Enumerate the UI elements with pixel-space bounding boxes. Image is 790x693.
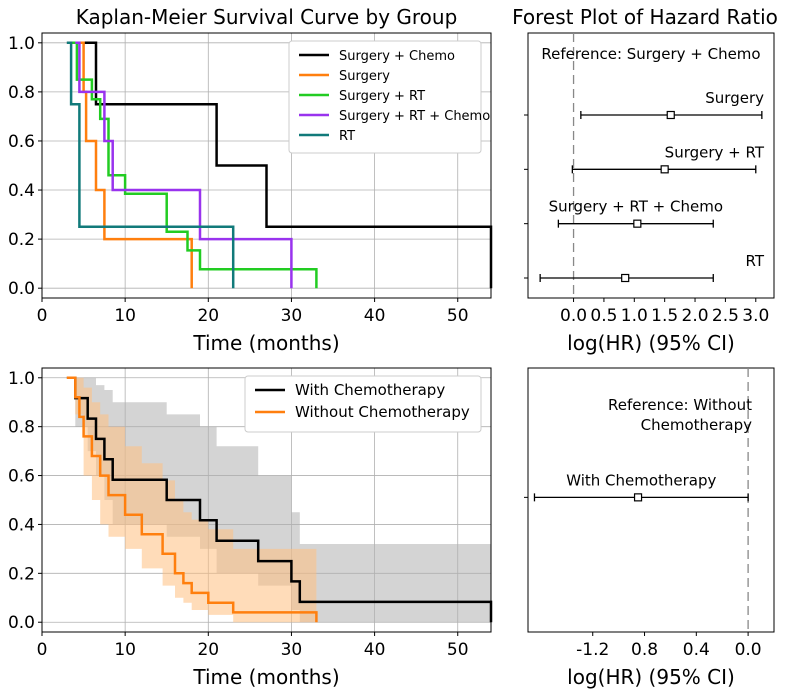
x-tick-label: 0.0: [560, 306, 587, 326]
x-axis-label: log(HR) (95% CI): [567, 331, 735, 355]
y-tick-label: 0.4: [8, 515, 35, 535]
x-tick-label: 0.5: [590, 306, 617, 326]
row-label: With Chemotherapy: [566, 471, 716, 489]
y-tick-label: 0.4: [8, 181, 35, 201]
chart-title: Forest Plot of Hazard Ratio: [512, 5, 778, 29]
survival-line-series-0: [66, 376, 493, 623]
forest-chart-forest_chemo: Reference: Without Chemotherapy With Chemo…: [524, 367, 775, 689]
y-tick-label: 1.0: [8, 34, 35, 54]
legend-box: [288, 40, 482, 154]
legend-box: [244, 375, 482, 433]
y-tick-label: 0.2: [8, 564, 35, 584]
reference-label: Reference: Without: [608, 396, 752, 414]
km-chart-km_chemo: 0 10 20 30 40 50 0.0 0.2 0.4 0.6 0.8 1.0 Time (month…: [8, 367, 493, 689]
x-tick-label: 1.5: [651, 306, 678, 326]
plot-frame: [527, 367, 775, 633]
row-label: RT: [746, 252, 765, 270]
x-tick-label: 0: [37, 306, 48, 326]
y-tick-label: 0.0: [8, 279, 35, 299]
legend-entry: RT: [339, 129, 355, 144]
x-tick-label: 40: [364, 640, 386, 660]
y-tick-label: 0.8: [8, 418, 35, 438]
x-tick-label: 30: [281, 306, 303, 326]
y-tick-label: 0.6: [8, 132, 35, 152]
y-tick-label: 0.6: [8, 467, 35, 487]
x-tick-label: 1.0: [621, 306, 648, 326]
estimate-marker: [666, 110, 675, 120]
row-label: Surgery + RT + Chemo: [549, 198, 723, 216]
km-chart-km_group: 0 10 20 30 40 50 0.0 0.2 0.4 0.6 0.8 1.0 Kaplan-Meie…: [8, 5, 493, 355]
x-tick-label: 50: [447, 640, 469, 660]
forest-chart-forest_group: Reference: Surgery + Chemo Surgery Surgery…: [512, 5, 778, 355]
x-tick-label: 3.0: [742, 306, 769, 326]
forest-row-3: RT: [524, 252, 765, 283]
forest-row-0: Surgery: [524, 89, 764, 120]
survival-line-series-4: [66, 41, 235, 289]
plot-frame: [41, 367, 492, 633]
ci-band-series-1: [66, 377, 317, 623]
survival-line-series-3: [75, 41, 293, 289]
x-tick-label: 50: [447, 306, 469, 326]
legend-entry: Surgery + RT: [339, 89, 425, 104]
x-tick-label: 2.5: [712, 306, 739, 326]
chart-title: Kaplan-Meier Survival Curve by Group: [76, 5, 458, 29]
x-tick-label: 20: [197, 640, 219, 660]
reference-label: Chemotherapy: [641, 416, 752, 434]
y-tick-label: 0.0: [8, 613, 35, 633]
x-tick-label: 0.0: [735, 640, 762, 660]
y-tick-label: 1.0: [8, 369, 35, 389]
survival-line-series-1: [75, 41, 193, 289]
estimate-marker: [633, 493, 643, 502]
x-axis-label: Time (months): [192, 331, 339, 355]
legend-entry: With Chemotherapy: [295, 381, 445, 399]
legend: With Chemotherapy Without Chemotherapy: [244, 375, 482, 433]
reference-label: Reference: Surgery + Chemo: [541, 45, 760, 63]
x-tick-label: 0: [37, 640, 48, 660]
x-axis-label: log(HR) (95% CI): [567, 665, 735, 689]
legend: Surgery + Chemo Surgery Surgery + RT Surger…: [288, 40, 490, 154]
survival-line-series-1: [66, 376, 318, 623]
x-tick-label: 30: [281, 640, 303, 660]
y-tick-label: 0.8: [8, 83, 35, 103]
x-tick-label: 0.4: [683, 640, 710, 660]
survival-line-series-0: [66, 41, 493, 289]
estimate-marker: [660, 165, 669, 174]
forest-row-0: With Chemotherapy: [524, 471, 749, 502]
plot-frame: [41, 32, 492, 299]
x-tick-label: -1.2: [576, 640, 609, 660]
ci-band-series-0: [66, 377, 492, 623]
x-tick-label: 40: [364, 306, 386, 326]
estimate-marker: [621, 273, 630, 283]
y-tick-label: 0.2: [8, 230, 35, 250]
x-tick-label: 10: [114, 306, 136, 326]
survival-line-series-2: [71, 41, 318, 289]
legend-entry: Surgery: [339, 69, 390, 84]
estimate-marker: [633, 219, 642, 228]
x-tick-label: 20: [197, 306, 219, 326]
row-label: Surgery: [705, 89, 764, 107]
forest-row-1: Surgery + RT: [524, 143, 765, 174]
legend-entry: Without Chemotherapy: [295, 403, 470, 421]
plot-frame: [527, 32, 775, 299]
forest-row-2: Surgery + RT + Chemo: [524, 198, 723, 228]
x-tick-label: 2.0: [682, 306, 709, 326]
legend-entry: Surgery + RT + Chemo: [339, 109, 490, 124]
legend-entry: Surgery + Chemo: [339, 49, 455, 64]
row-label: Surgery + RT: [665, 143, 765, 161]
x-tick-label: 10: [114, 640, 136, 660]
x-axis-label: Time (months): [192, 665, 339, 689]
x-tick-label: 0.8: [631, 640, 658, 660]
